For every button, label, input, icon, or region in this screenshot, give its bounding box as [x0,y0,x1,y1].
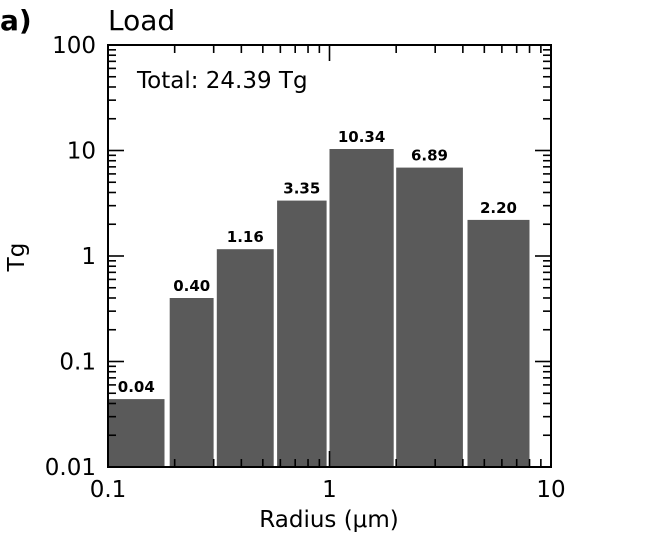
bar-value-label: 1.16 [227,228,264,246]
bars-group [108,149,530,467]
bar-4 [277,200,327,467]
y-tick-label: 100 [52,33,96,59]
x-tick-label: 0.1 [90,477,127,503]
bar-value-label: 10.34 [338,128,385,146]
chart-title: Load [108,4,175,37]
x-tick-label: 10 [536,477,565,503]
bar-value-label: 0.04 [118,378,155,396]
panel-label: a) [0,4,32,37]
y-tick-label: 0.1 [59,350,96,376]
bar-value-label: 2.20 [480,199,517,217]
bar-value-label: 3.35 [283,180,320,198]
bar-value-label: 0.40 [173,277,210,295]
bar-7 [467,219,530,467]
bar-2 [169,298,214,467]
y-tick-label: 1 [81,244,96,270]
y-tick-label: 0.01 [45,455,96,481]
ticks-group [108,45,551,467]
x-tick-label: 1 [322,477,337,503]
y-tick-label: 10 [67,139,96,165]
total-annotation: Total: 24.39 Tg [136,68,308,94]
bar-value-label: 6.89 [411,147,448,165]
bar-3 [216,249,274,467]
bar-1 [108,399,165,467]
bar-6 [396,167,463,467]
bar-5 [329,149,394,467]
bar-labels-group: 0.04 0.40 1.16 3.35 10.34 6.89 2.20 [118,128,517,396]
x-axis-label: Radius (μm) [259,507,398,533]
y-axis-label: Tg [4,243,30,273]
